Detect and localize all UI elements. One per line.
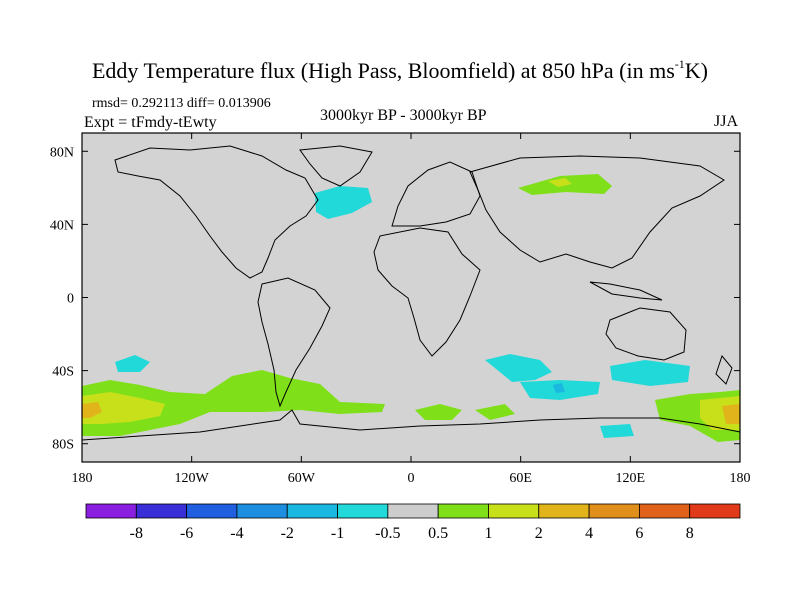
colorbar-label-8: 2	[535, 525, 543, 542]
region-southern-band-orange	[82, 402, 102, 418]
coast-new-zealand	[715, 354, 733, 385]
colorbar-label-5: -0.5	[375, 525, 400, 542]
colorbar-swatch-7	[437, 503, 489, 519]
colorbar-label-3: -2	[281, 525, 294, 542]
colorbar-swatch-9	[538, 503, 590, 519]
longitude-axis: 180 120W 60W 0 60E 120E 180	[72, 133, 751, 486]
latitude-axis: 80N 40N 0 40S 80S	[50, 145, 740, 453]
colorbar-label-1: -6	[180, 525, 193, 542]
lat-label-0: 80N	[50, 145, 74, 160]
lat-label-1: 40N	[50, 218, 74, 233]
period-label: 3000kyr BP - 3000kyr BP	[320, 107, 487, 124]
lon-label-4: 60E	[509, 471, 532, 486]
region-north-atlantic-cyan	[315, 186, 372, 219]
region-south-atlantic-cyan	[485, 354, 552, 382]
colorbar-label-7: 1	[484, 525, 492, 542]
colorbar-label-6: 0.5	[428, 525, 448, 542]
region-green-patch-2	[475, 404, 515, 420]
coast-greenland	[299, 145, 373, 187]
colorbar-swatch-0	[85, 503, 137, 519]
rmsd-diff-stats: rmsd= 0.292113 diff= 0.013906	[92, 96, 271, 111]
region-south-pacific-cyan	[115, 355, 150, 372]
lon-label-6: 180	[730, 471, 751, 486]
coast-antarctica	[81, 409, 741, 441]
colorbar-label-11: 8	[686, 525, 694, 542]
lon-label-5: 120E	[616, 471, 646, 486]
coast-indonesia	[589, 281, 663, 301]
region-siberia-yellow	[548, 178, 572, 187]
lon-label-3: 0	[408, 471, 415, 486]
colorbar-swatch-12	[689, 503, 741, 519]
coast-north-america	[114, 145, 319, 279]
season-label: JJA	[714, 113, 739, 130]
coast-asia	[469, 155, 725, 269]
colorbar-label-4: -1	[331, 525, 344, 542]
anomaly-fields	[82, 174, 740, 442]
colorbar-swatch-10	[588, 503, 640, 519]
region-southern-band-yellow	[82, 392, 165, 424]
lat-label-4: 80S	[52, 438, 74, 453]
map-title: Eddy Temperature flux (High Pass, Bloomf…	[91, 56, 708, 83]
region-south-australia-cyan	[610, 360, 690, 386]
colorbar-swatch-11	[638, 503, 691, 519]
lon-label-0: 180	[72, 471, 93, 486]
coast-europe	[391, 161, 481, 227]
region-green-patch-1	[415, 404, 462, 420]
colorbar-label-10: 6	[635, 525, 643, 542]
colorbar-swatch-2	[186, 503, 238, 519]
colorbar-label-2: -4	[230, 525, 243, 542]
lon-label-1: 120W	[175, 471, 210, 486]
colorbar-swatch-8	[488, 503, 540, 519]
colorbar-swatch-1	[135, 503, 188, 519]
colorbar: -8 -6 -4 -2 -1 -0.5 0.5 1 2 4 6 8	[85, 503, 741, 542]
coast-africa	[373, 227, 481, 357]
colorbar-label-0: -8	[130, 525, 143, 542]
coast-south-america	[257, 277, 331, 408]
colorbar-swatch-4	[286, 503, 338, 519]
colorbar-swatch-5	[337, 503, 389, 519]
coastlines	[81, 145, 741, 441]
coast-australia	[605, 307, 687, 361]
region-southern-band-green	[82, 370, 385, 436]
region-cyan-patch-3	[600, 424, 634, 438]
colorbar-swatch-3	[236, 503, 288, 519]
lon-label-2: 60W	[288, 471, 316, 486]
region-indian-ocean-blue	[553, 383, 565, 393]
region-east-band-orange	[722, 404, 740, 424]
lat-label-3: 40S	[52, 365, 74, 380]
lat-label-2: 0	[67, 292, 74, 307]
colorbar-swatch-6	[387, 503, 439, 519]
experiment-label: Expt = tFmdy-tEwty	[84, 114, 217, 131]
colorbar-label-9: 4	[585, 525, 593, 542]
